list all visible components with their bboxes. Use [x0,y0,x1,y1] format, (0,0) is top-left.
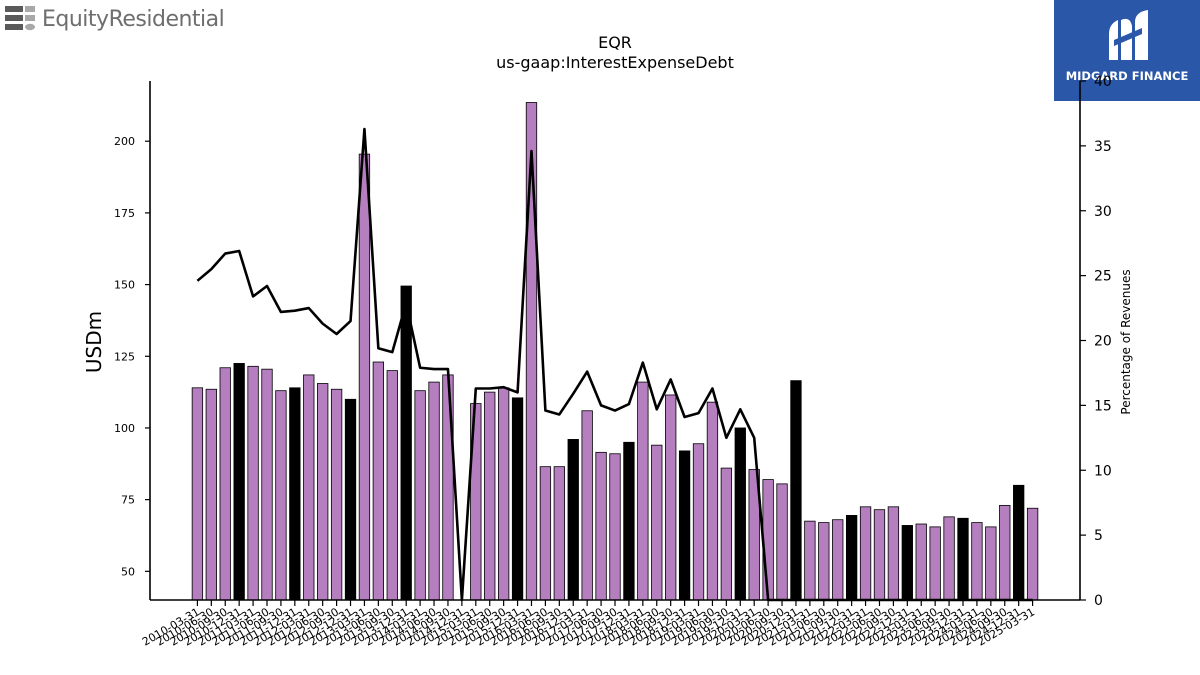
bar-2021-03-31 [804,520,816,601]
bar-2017-12-31 [623,441,635,601]
y2-tick-label: 30 [1094,204,1112,220]
bar-2012-12-31 [344,398,357,601]
y2-tick-label: 40 [1094,74,1112,90]
bar-2015-09-30 [497,387,510,601]
bar-2017-09-30 [609,453,621,601]
bar-2016-09-30 [553,466,565,601]
y-axis-label: USDm [82,311,106,373]
y-tick-label: 125 [114,350,135,363]
bar-2020-09-30 [776,483,788,601]
chart-subtitle: us-gaap:InterestExpenseDebt [496,53,734,72]
bar-2010-03-31 [191,387,204,601]
midgard-finance-logo-icon [1109,10,1148,60]
y-tick-label: 175 [114,207,135,220]
bar-2022-12-31 [901,525,913,601]
bar-2021-06-30 [818,522,830,601]
bar-2021-12-31 [845,515,858,601]
bar-2024-03-31 [971,522,983,601]
bar-2020-06-30 [762,479,774,601]
bar-2010-06-30 [205,388,217,601]
bar-2010-09-30 [219,367,231,601]
bar-2016-12-31 [567,439,579,601]
bar-2023-12-31 [957,517,969,601]
bar-2022-03-31 [859,506,872,601]
bar-2020-12-31 [790,380,802,601]
bar-2017-06-30 [595,451,607,601]
y2-tick-label: 25 [1094,269,1112,285]
equity-residential-logo-icon [5,6,35,31]
bar-2023-03-31 [915,523,927,601]
y2-axis-label: Percentage of Revenues [1119,269,1133,414]
y2-tick-label: 0 [1094,593,1103,609]
bar-2016-06-30 [539,466,552,601]
bar-2023-09-30 [943,516,955,601]
y2-tick-label: 10 [1094,463,1112,479]
bar-2011-06-30 [261,368,273,601]
bar-2013-12-31 [400,285,412,601]
y-tick-label: 200 [114,135,135,148]
bar-2024-09-30 [999,504,1011,601]
bar-2019-12-31 [734,427,746,601]
bar-2019-03-31 [692,443,705,601]
y2-tick-label: 35 [1094,139,1112,155]
y-tick-label: 150 [114,279,135,292]
bar-2013-09-30 [386,370,398,601]
bar-2011-12-31 [289,387,301,601]
bar-2017-03-31 [581,410,593,601]
bar-2012-03-31 [303,374,315,601]
y2-tick-label: 20 [1094,334,1112,350]
y-tick-label: 50 [121,565,135,578]
bar-2014-06-30 [428,381,440,601]
midgard-finance-logo-text: MIDGARD FINANCE [1065,69,1189,83]
y-tick-label: 75 [121,494,135,507]
bar-2011-03-31 [247,365,259,601]
bar-2022-06-30 [873,509,886,601]
y-tick-label: 100 [114,422,135,435]
bar-2022-09-30 [887,506,900,601]
bar-2018-03-31 [637,381,649,601]
bar-2012-09-30 [330,388,343,601]
bar-2023-06-30 [929,526,941,601]
bar-2013-03-31 [358,153,371,601]
bar-2025-03-31 [1026,507,1039,601]
bar-2014-03-31 [414,390,426,601]
bar-2024-06-30 [985,526,997,601]
bar-2019-09-30 [720,467,733,601]
bar-2018-12-31 [678,450,691,601]
axes-layer: 507510012515017520005101520253035402010-… [114,74,1112,649]
midgard-finance-logo: MIDGARD FINANCE [1054,0,1200,101]
bar-2013-06-30 [372,361,385,601]
bar-2019-06-30 [706,401,719,601]
y2-tick-label: 5 [1094,528,1103,544]
bar-2012-06-30 [317,383,329,601]
bar-2016-03-31 [525,102,538,601]
y2-tick-label: 15 [1094,398,1112,414]
bar-2018-09-30 [665,394,677,601]
bar-2015-12-31 [511,397,524,601]
chart-title: EQR [598,33,632,52]
bar-2010-12-31 [233,363,245,601]
bar-2021-09-30 [832,519,844,601]
equity-residential-logo-text: EquityResidential [42,6,225,32]
bars-layer [191,102,1039,601]
bar-2011-09-30 [275,390,287,601]
bar-2024-12-31 [1013,484,1025,601]
bar-2018-06-30 [651,444,663,601]
bar-2015-06-30 [484,391,496,601]
equity-residential-logo: EquityResidential [4,4,225,34]
